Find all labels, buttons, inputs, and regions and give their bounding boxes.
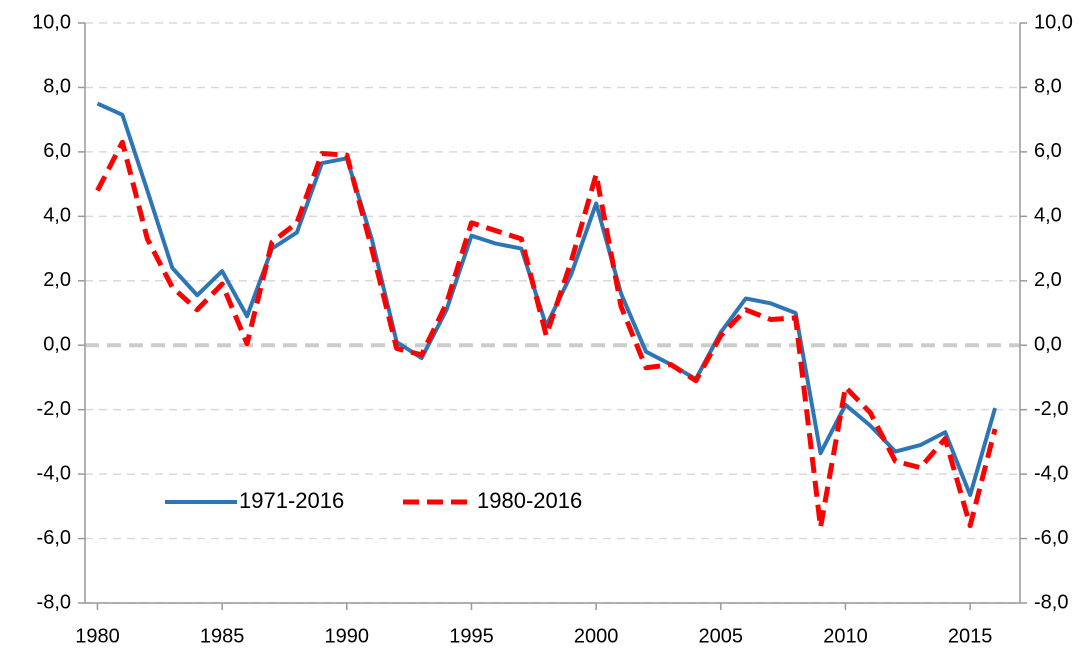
y-tick-label: -2,0 xyxy=(37,398,71,420)
y-tick-label: 6,0 xyxy=(43,140,71,162)
y2-tick-label: -2,0 xyxy=(1034,398,1068,420)
y-tick-label: -4,0 xyxy=(37,462,71,484)
y2-tick-label: -6,0 xyxy=(1034,527,1068,549)
x-tick-label: 1985 xyxy=(200,625,245,647)
x-tick-label: 1990 xyxy=(325,625,370,647)
y2-tick-label: 4,0 xyxy=(1034,205,1062,227)
x-tick-label: 1980 xyxy=(75,625,120,647)
y2-tick-label: 2,0 xyxy=(1034,269,1062,291)
x-tick-label: 1995 xyxy=(449,625,494,647)
x-tick-label: 2015 xyxy=(948,625,993,647)
x-tick-label: 2005 xyxy=(699,625,744,647)
y-tick-label: 10,0 xyxy=(32,11,71,33)
y2-tick-label: 6,0 xyxy=(1034,140,1062,162)
y-tick-label: 0,0 xyxy=(43,334,71,356)
y-tick-label: 8,0 xyxy=(43,76,71,98)
x-tick-label: 2000 xyxy=(574,625,619,647)
legend-label: 1971-2016 xyxy=(239,488,344,513)
series-line xyxy=(96,101,997,498)
y2-tick-label: 10,0 xyxy=(1034,11,1073,33)
y2-tick-label: -4,0 xyxy=(1034,462,1068,484)
y-tick-label: 4,0 xyxy=(43,205,71,227)
y-tick-label: 2,0 xyxy=(43,269,71,291)
y2-tick-label: 8,0 xyxy=(1034,76,1062,98)
legend-label: 1980-2016 xyxy=(477,488,582,513)
y2-tick-label: -8,0 xyxy=(1034,591,1068,613)
y-tick-label: -8,0 xyxy=(37,591,71,613)
y2-tick-label: 0,0 xyxy=(1034,334,1062,356)
x-tick-label: 2010 xyxy=(823,625,868,647)
y-tick-label: -6,0 xyxy=(37,527,71,549)
series-line xyxy=(95,139,998,530)
